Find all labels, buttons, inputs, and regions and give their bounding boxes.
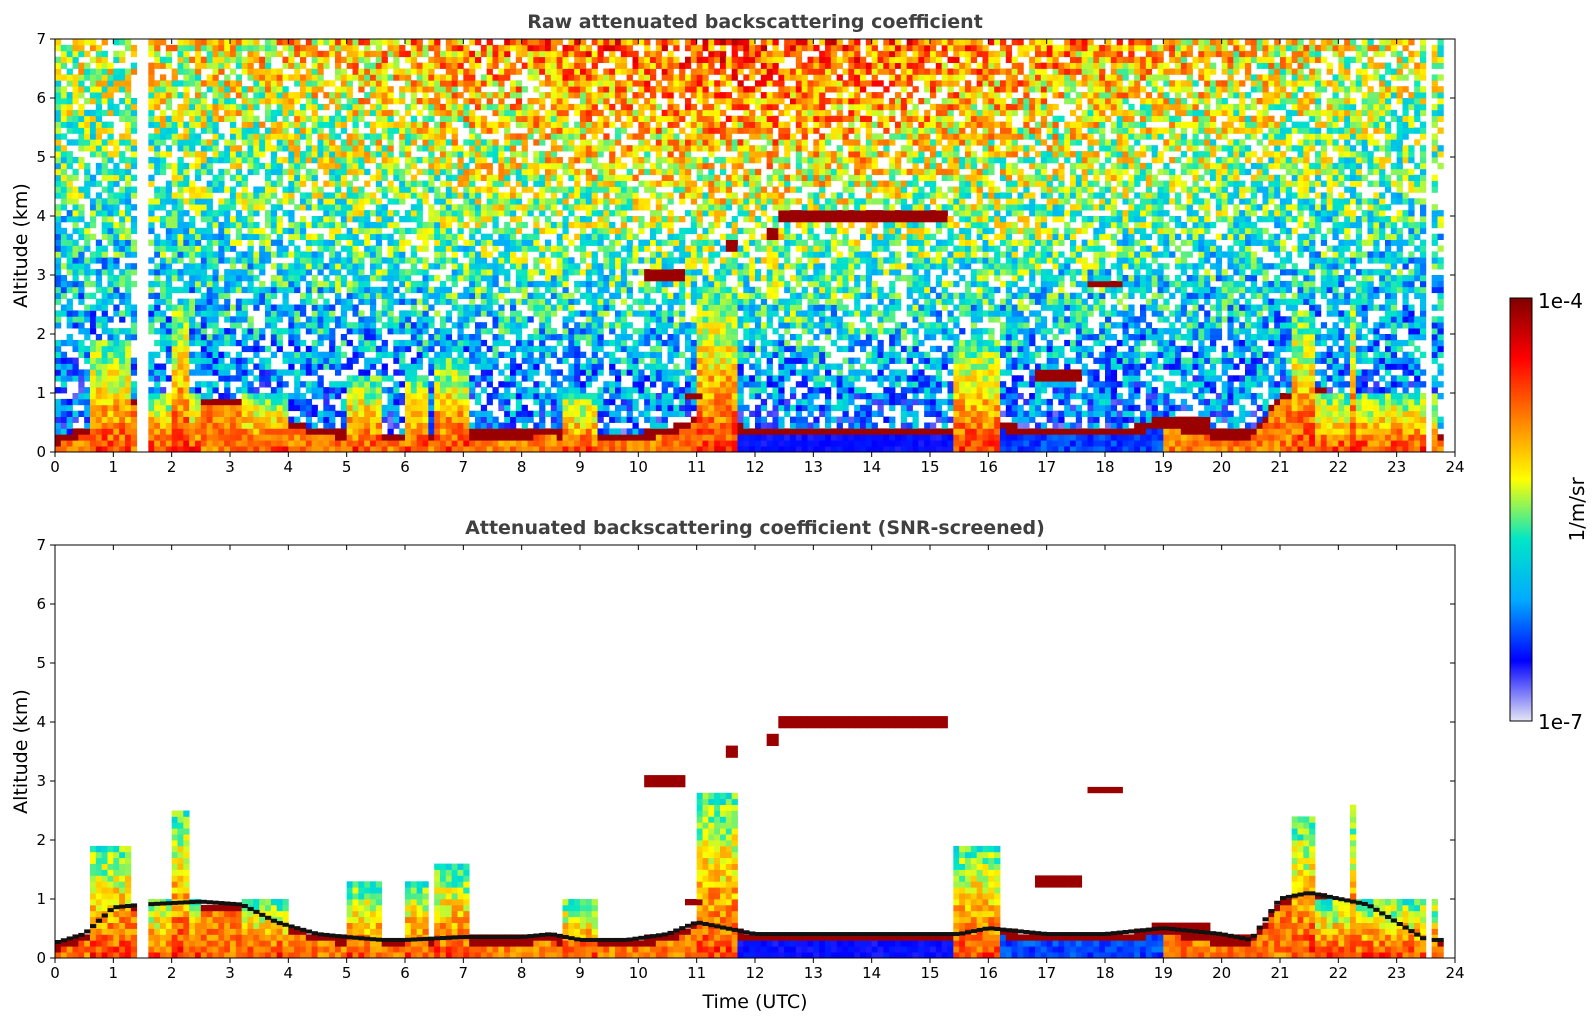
x-tick-label: 24 [1445,458,1464,476]
colorbar-min-label: 1e-7 [1538,710,1583,734]
x-tick-label: 18 [1095,458,1114,476]
x-tick-label: 15 [920,458,939,476]
x-tick-label: 9 [575,964,585,982]
colorbar-unit-label: 1/m/sr [1565,477,1589,542]
y-tick-label: 5 [36,654,46,672]
x-tick-label: 22 [1329,964,1348,982]
x-tick-label: 24 [1445,964,1464,982]
y-axis-label: Altitude (km) [10,183,32,308]
y-axis: 0 1 2 3 4 5 6 7 [36,536,1455,967]
x-tick-label: 23 [1387,964,1406,982]
y-tick-label: 1 [36,890,46,908]
x-tick-label: 7 [459,964,469,982]
x-tick-label: 18 [1095,964,1114,982]
plot-frame [54,544,1456,959]
x-tick-label: 4 [284,458,294,476]
panel-title: Attenuated backscattering coefficient (S… [465,517,1045,539]
x-tick-label: 9 [575,458,585,476]
x-tick-label: 7 [459,458,469,476]
screened-backscatter-panel: Attenuated backscattering coefficient (S… [10,517,1465,1013]
y-tick-label: 0 [36,443,46,461]
y-tick-label: 1 [36,384,46,402]
raw-backscatter-panel: Raw attenuated backscattering coefficien… [10,11,1465,476]
y-tick-label: 2 [36,325,46,343]
x-tick-label: 14 [862,964,881,982]
x-axis: 0 1 2 3 4 5 6 7 8 9 10 11 12 13 14 15 16 17 18 19 20 21 22 23 24 [50,39,1465,476]
y-tick-label: 7 [36,536,46,554]
y-tick-label: 5 [36,148,46,166]
x-tick-label: 11 [687,458,706,476]
x-tick-label: 0 [50,964,60,982]
x-axis-label: Time (UTC) [701,991,807,1013]
colorbar: 1e-4 1e-7 1/m/sr [1509,289,1589,734]
boundary-layer-outline [55,891,1444,944]
x-tick-label: 21 [1270,458,1289,476]
x-tick-label: 10 [629,964,648,982]
x-tick-label: 12 [745,458,764,476]
x-tick-label: 19 [1154,458,1173,476]
y-tick-label: 0 [36,949,46,967]
x-tick-label: 8 [517,458,527,476]
y-tick-label: 4 [36,713,46,731]
x-tick-label: 0 [50,458,60,476]
x-tick-label: 4 [284,964,294,982]
x-tick-label: 22 [1329,458,1348,476]
x-tick-label: 14 [862,458,881,476]
x-axis: 0 1 2 3 4 5 6 7 8 9 10 11 12 13 14 15 16 17 18 19 20 21 22 23 24 [50,545,1465,982]
x-tick-label: 8 [517,964,527,982]
x-tick-label: 6 [400,458,410,476]
colorbar-gradient [1509,297,1533,722]
x-tick-label: 6 [400,964,410,982]
y-tick-label: 6 [36,89,46,107]
x-tick-label: 1 [109,458,119,476]
x-tick-label: 13 [804,964,823,982]
x-tick-label: 2 [167,458,177,476]
y-tick-label: 4 [36,207,46,225]
x-tick-label: 17 [1037,964,1056,982]
y-tick-label: 3 [36,772,46,790]
panel-title: Raw attenuated backscattering coefficien… [527,11,983,33]
x-tick-label: 21 [1270,964,1289,982]
y-tick-label: 7 [36,30,46,48]
x-tick-label: 5 [342,964,352,982]
y-tick-label: 3 [36,266,46,284]
x-tick-label: 3 [225,964,235,982]
heatmap-field [55,39,1444,453]
x-tick-label: 17 [1037,458,1056,476]
x-tick-label: 10 [629,458,648,476]
x-tick-label: 20 [1212,458,1231,476]
x-tick-label: 5 [342,458,352,476]
x-tick-label: 15 [920,964,939,982]
x-tick-label: 12 [745,964,764,982]
y-axis-label: Altitude (km) [10,689,32,814]
x-tick-label: 16 [979,458,998,476]
x-tick-label: 13 [804,458,823,476]
x-tick-label: 23 [1387,458,1406,476]
x-tick-label: 3 [225,458,235,476]
x-tick-label: 2 [167,964,177,982]
x-tick-label: 16 [979,964,998,982]
y-axis: 0 1 2 3 4 5 6 7 [36,30,1455,461]
heatmap-field [55,716,1444,959]
x-tick-label: 19 [1154,964,1173,982]
x-tick-label: 20 [1212,964,1231,982]
x-tick-label: 11 [687,964,706,982]
colorbar-max-label: 1e-4 [1538,289,1583,313]
x-tick-label: 1 [109,964,119,982]
y-tick-label: 6 [36,595,46,613]
y-tick-label: 2 [36,831,46,849]
